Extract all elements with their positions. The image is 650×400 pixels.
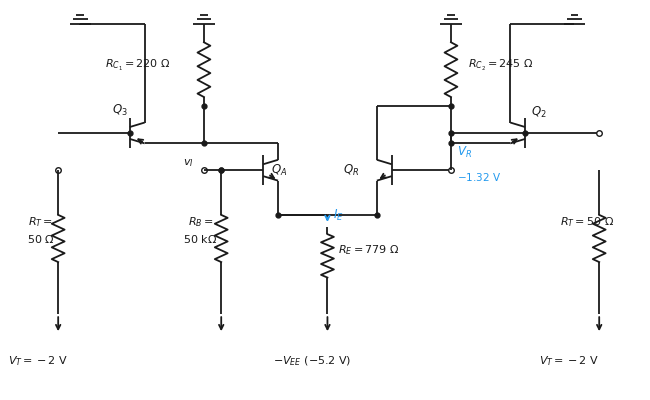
Text: $R_T = 50\ \Omega$: $R_T = 50\ \Omega$	[560, 215, 614, 229]
Text: $v_I$: $v_I$	[183, 157, 194, 169]
Text: $Q_2$: $Q_2$	[531, 104, 547, 120]
Text: $V_T = -2\ \mathrm{V}$: $V_T = -2\ \mathrm{V}$	[8, 354, 68, 368]
Text: $50\ \mathrm{k}\Omega$: $50\ \mathrm{k}\Omega$	[183, 233, 218, 245]
Text: $Q_3$: $Q_3$	[112, 103, 127, 118]
Text: $V_T = -2\ \mathrm{V}$: $V_T = -2\ \mathrm{V}$	[540, 354, 600, 368]
Text: $V_R$: $V_R$	[457, 145, 472, 160]
Text: $R_B =$: $R_B =$	[188, 215, 213, 229]
Text: $R_{C_1} = 220\ \Omega$: $R_{C_1} = 220\ \Omega$	[105, 58, 171, 74]
Text: $Q_R$: $Q_R$	[343, 163, 359, 178]
Text: $-1.32\ \mathrm{V}$: $-1.32\ \mathrm{V}$	[457, 171, 501, 183]
Text: $R_{C_2} = 245\ \Omega$: $R_{C_2} = 245\ \Omega$	[468, 58, 534, 74]
Text: $-V_{EE}\ (-5.2\ \mathrm{V})$: $-V_{EE}\ (-5.2\ \mathrm{V})$	[273, 354, 351, 368]
Text: $I_E$: $I_E$	[333, 208, 344, 223]
Text: $Q_A$: $Q_A$	[270, 163, 287, 178]
Text: $R_T =$: $R_T =$	[29, 215, 53, 229]
Text: $50\ \Omega$: $50\ \Omega$	[27, 233, 55, 245]
Text: $R_E = 779\ \Omega$: $R_E = 779\ \Omega$	[338, 243, 400, 257]
